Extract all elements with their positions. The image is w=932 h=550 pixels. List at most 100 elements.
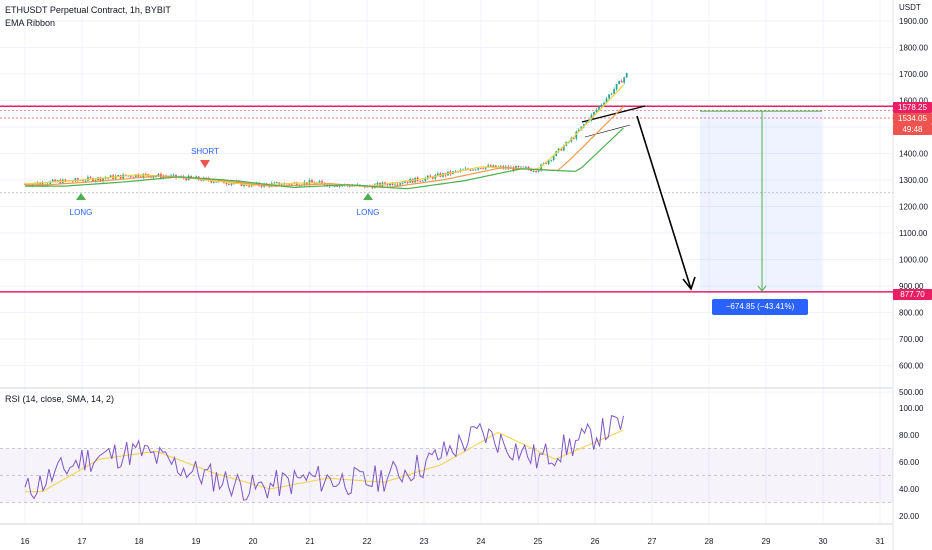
candle-body (605, 98, 608, 103)
candle-body (477, 168, 480, 170)
candle-body (92, 178, 94, 182)
candle-body (618, 80, 621, 85)
candle-body (275, 182, 278, 184)
candle-body (328, 183, 331, 186)
candle-body (134, 174, 137, 177)
rsi-tick-label: 80.00 (899, 431, 920, 440)
candle-body (255, 182, 258, 185)
candle-body (625, 72, 628, 78)
candle-body (615, 84, 618, 90)
symbol-title[interactable]: ETHUSDT Perpetual Contract, 1h, BYBIT (5, 5, 171, 15)
price-tick-label: 1400.00 (899, 150, 928, 159)
candle-body (489, 165, 492, 168)
candle-body (394, 184, 396, 186)
candle-body (474, 169, 477, 171)
candle-body (404, 181, 407, 183)
candle-body (431, 176, 434, 179)
price-tick-label: 1300.00 (899, 176, 928, 185)
candle-body (547, 160, 550, 164)
rsi-tick-label: 40.00 (899, 485, 920, 494)
candle-body (386, 184, 389, 186)
candle-body (298, 185, 301, 187)
candle-body (482, 168, 485, 170)
ema-ribbon-line (25, 127, 624, 190)
markers: LONG SHORT LONG (70, 147, 380, 217)
price-tick-label: 800.00 (899, 309, 924, 318)
candle-body (79, 180, 82, 182)
candle-body (472, 169, 475, 171)
long-signal-2-label: LONG (357, 208, 380, 217)
candle-body (212, 181, 215, 183)
rsi-tick-label: 60.00 (899, 458, 920, 467)
candle-body (577, 129, 580, 132)
candle-body (172, 174, 175, 176)
time-tick-label: 23 (420, 537, 429, 546)
candle-body (560, 148, 563, 151)
time-tick-label: 30 (819, 537, 828, 546)
time-tick-label: 24 (477, 537, 486, 546)
candle-body (557, 148, 560, 152)
candle-body (525, 167, 527, 168)
time-tick-label: 16 (21, 537, 30, 546)
candle-body (215, 181, 218, 183)
candle-body (424, 178, 427, 181)
candle-body (351, 185, 354, 187)
candle-body (99, 177, 102, 181)
projection-arrow (636, 115, 692, 290)
candles (24, 72, 628, 190)
rsi-ma-line (25, 429, 624, 493)
rsi-title[interactable]: RSI (14, close, SMA, 14, 2) (5, 394, 115, 404)
candle-body (280, 184, 283, 186)
candle-body (24, 183, 26, 185)
candle-body (537, 170, 540, 172)
resistance-price-tag: 1578.25 (893, 102, 932, 113)
measure-label[interactable]: −674.85 (−43.41%) −13497 (712, 299, 808, 327)
candle-body (484, 166, 487, 169)
candle-body (51, 179, 54, 182)
candle-body (595, 109, 598, 112)
time-tick-label: 18 (135, 537, 144, 546)
candle-body (532, 170, 535, 172)
measure-arrow-head (757, 285, 767, 292)
grid (0, 0, 894, 550)
candle-body (429, 175, 432, 177)
candle-body (295, 182, 298, 186)
candle-body (582, 124, 585, 127)
time-tick-label: 20 (249, 537, 258, 546)
candle-body (318, 181, 321, 183)
candle-body (396, 184, 399, 186)
candle-body (157, 174, 160, 177)
candle-body (399, 183, 402, 185)
candle-body (620, 80, 623, 83)
candle-body (421, 180, 424, 182)
time-tick-label: 21 (306, 537, 315, 546)
time-tick-label: 28 (705, 537, 714, 546)
candle-body (129, 175, 132, 177)
candle-body (572, 138, 575, 139)
time-tick-label: 19 (192, 537, 201, 546)
candle-body (600, 104, 603, 107)
indicator-title[interactable]: EMA Ribbon (5, 18, 56, 28)
candle-body (545, 163, 548, 164)
candle-body (273, 182, 276, 184)
price-tick-label: 1100.00 (899, 229, 928, 238)
candle-body (610, 93, 613, 95)
candle-body (406, 181, 409, 183)
candle-body (132, 176, 135, 178)
candle-body (376, 182, 379, 185)
candle-body (436, 173, 439, 176)
price-tick-label: 1700.00 (899, 70, 928, 79)
candle-body (84, 180, 87, 182)
candle-body (200, 179, 203, 181)
candle-body (401, 182, 404, 184)
candle-body (593, 111, 595, 115)
candle-body (190, 175, 193, 178)
candle-body (102, 178, 104, 181)
candle-body (39, 182, 42, 185)
candle-body (333, 186, 336, 187)
price-tick-label: 700.00 (899, 335, 924, 344)
candle-body (598, 106, 600, 110)
candle-body (419, 180, 422, 182)
candle-body (185, 178, 188, 181)
